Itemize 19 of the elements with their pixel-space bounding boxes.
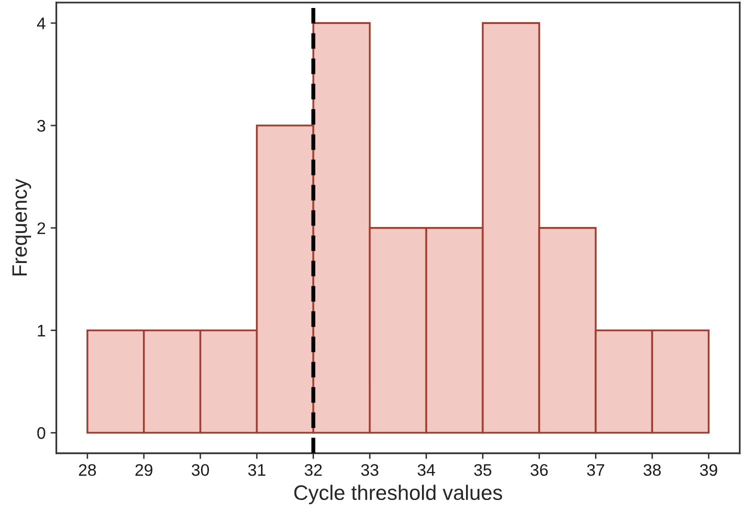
x-tick-label: 35 bbox=[474, 464, 492, 476]
y-tick-label: 0 bbox=[37, 427, 46, 439]
x-tick-label: 39 bbox=[700, 464, 718, 476]
x-tick-label: 29 bbox=[135, 464, 152, 476]
x-tick-label: 36 bbox=[530, 464, 548, 476]
x-tick-label: 38 bbox=[644, 464, 661, 476]
y-axis-title: Frequency bbox=[12, 178, 32, 276]
x-tick-label: 32 bbox=[304, 464, 322, 476]
y-tick-label: 1 bbox=[38, 324, 46, 336]
x-tick-label: 34 bbox=[418, 464, 436, 476]
y-tick-label: 4 bbox=[37, 18, 46, 30]
x-tick-label: 31 bbox=[248, 464, 266, 476]
x-tick-label: 30 bbox=[192, 464, 209, 476]
x-axis-title: Cycle threshold values bbox=[294, 484, 502, 504]
x-tick-label: 28 bbox=[78, 464, 96, 476]
x-tick-label: 37 bbox=[587, 464, 604, 476]
x-tick-label: 33 bbox=[361, 464, 378, 476]
y-tick-label: 3 bbox=[37, 120, 46, 132]
y-tick-label: 2 bbox=[37, 222, 46, 234]
